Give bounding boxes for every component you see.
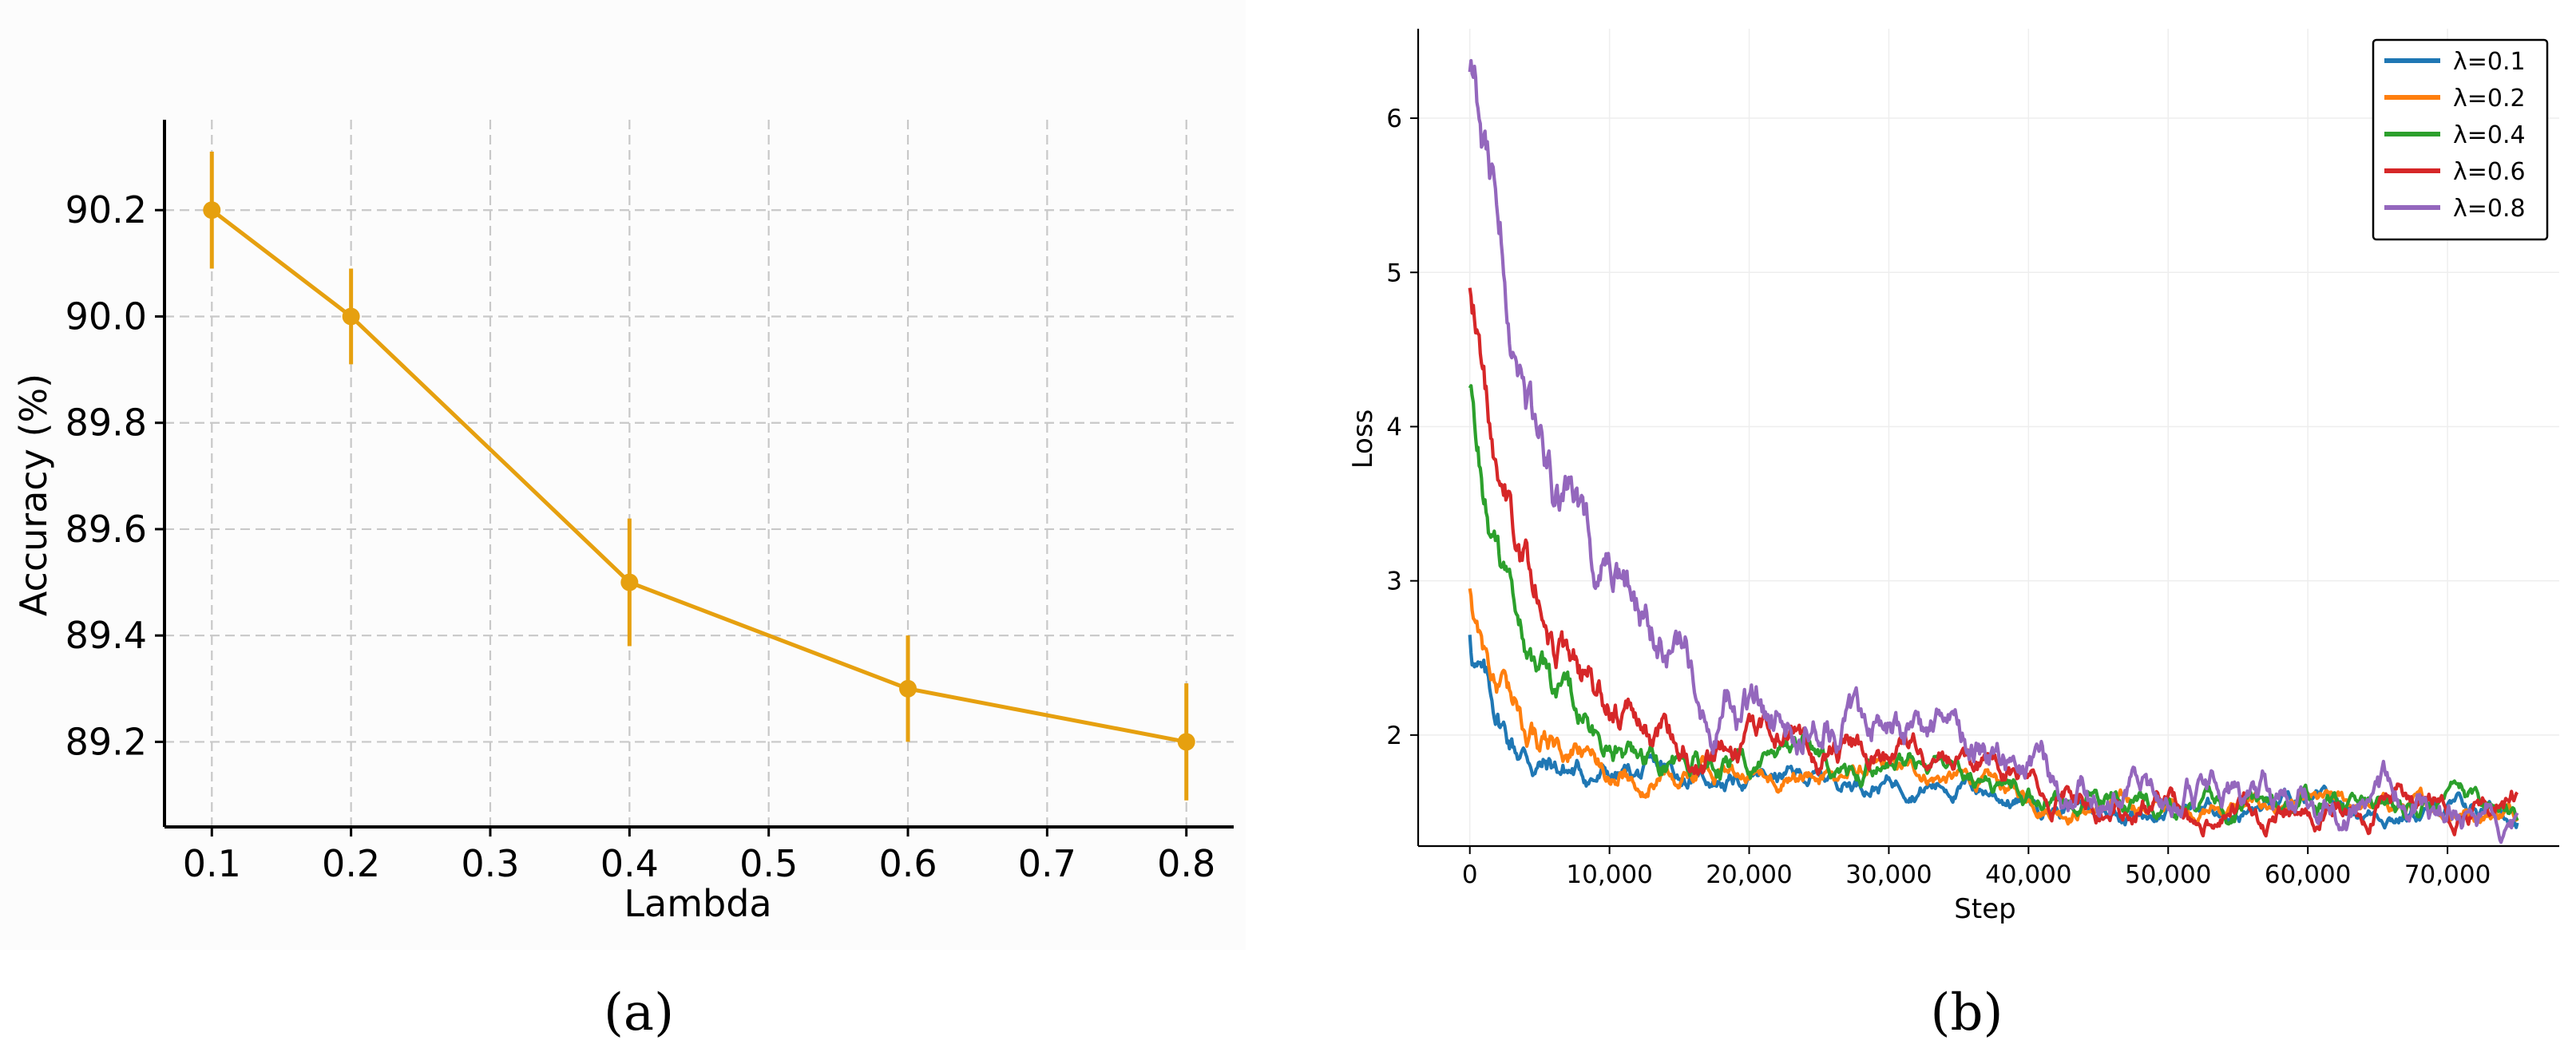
chart-a-x-tick-label: 0.7 xyxy=(1018,842,1076,885)
chart-b-x-tick-label: 40,000 xyxy=(1985,860,2071,889)
chart-b-axes xyxy=(1417,29,2559,848)
chart-a-data-point xyxy=(1177,733,1195,751)
chart-b-y-ticks: 2 3 4 5 6 xyxy=(1386,105,1418,750)
chart-b-y-tick-label: 3 xyxy=(1386,568,1402,596)
chart-a-x-ticks: 0.1 0.2 0.3 0.4 0.5 0.6 0.7 0.8 xyxy=(183,827,1215,885)
caption-b: (b) xyxy=(1931,983,2003,1042)
chart-b-series-line xyxy=(1468,384,2519,826)
loss-vs-step-chart: 0 10,000 20,000 30,000 40,000 50,000 60,000 70,… xyxy=(1347,29,2559,925)
chart-a-y-ticks: 89.2 89.4 89.6 89.8 90.0 90.2 xyxy=(65,188,164,763)
chart-a-gridlines xyxy=(164,120,1234,827)
chart-a-series xyxy=(203,151,1195,801)
chart-a-y-tick-label: 89.2 xyxy=(65,720,147,763)
chart-b-x-tick-label: 70,000 xyxy=(2404,860,2491,889)
chart-a-y-tick-label: 89.6 xyxy=(65,508,147,551)
chart-b-legend-label: λ=0.4 xyxy=(2453,121,2526,149)
chart-a-x-tick-label: 0.6 xyxy=(878,842,937,885)
chart-b-legend: λ=0.1 λ=0.2 λ=0.4 λ=0.6 λ=0.8 xyxy=(2372,38,2549,241)
chart-a-data-point xyxy=(620,573,639,591)
chart-b-legend-label: λ=0.8 xyxy=(2453,195,2526,223)
chart-b-x-tick-label: 20,000 xyxy=(1706,860,1792,889)
chart-b-x-axis-label: Step xyxy=(1954,893,2015,925)
chart-b-x-tick-label: 50,000 xyxy=(2125,860,2211,889)
accuracy-vs-lambda-chart: 0.1 0.2 0.3 0.4 0.5 0.6 0.7 0.8 89.289.489.689.… xyxy=(0,0,1246,950)
chart-a-y-axis-label: Accuracy (%) xyxy=(12,374,55,616)
chart-a-y-tick-label: 90.0 xyxy=(65,295,147,338)
chart-b-y-tick-label: 2 xyxy=(1386,722,1402,750)
chart-a-x-tick-label: 0.3 xyxy=(461,842,519,885)
chart-b-x-tick-label: 60,000 xyxy=(2265,860,2351,889)
chart-b-x-tick-label: 10,000 xyxy=(1566,860,1652,889)
chart-b-legend-label: λ=0.1 xyxy=(2453,48,2526,76)
chart-a-x-axis-label: Lambda xyxy=(624,882,771,925)
chart-b-y-tick-label: 4 xyxy=(1386,413,1402,441)
chart-b-series-line xyxy=(1468,58,2519,844)
chart-b-legend-label: λ=0.2 xyxy=(2453,85,2526,113)
chart-a-y-tick-label: 89.4 xyxy=(65,614,147,657)
chart-b-x-tick-label: 0 xyxy=(1462,860,1478,889)
chart-a-y-tick-label: 90.2 xyxy=(65,188,147,231)
chart-b-legend-label: λ=0.6 xyxy=(2453,158,2526,186)
chart-a-data-point xyxy=(342,307,360,326)
chart-b-y-tick-label: 6 xyxy=(1386,105,1402,133)
chart-b-y-tick-label: 5 xyxy=(1386,259,1402,287)
caption-a: (a) xyxy=(604,983,674,1042)
chart-b-series xyxy=(1468,58,2519,844)
chart-b-x-tick-label: 30,000 xyxy=(1845,860,1932,889)
chart-a-x-tick-label: 0.1 xyxy=(183,842,241,885)
chart-a-x-tick-label: 0.2 xyxy=(322,842,380,885)
chart-a-axes xyxy=(163,120,1234,829)
chart-a-y-tick-label: 89.8 xyxy=(65,401,147,445)
chart-a-data-point xyxy=(899,679,917,698)
chart-b-x-ticks: 0 10,000 20,000 30,000 40,000 50,000 60,000 70,… xyxy=(1462,846,2491,889)
chart-a-x-tick-label: 0.5 xyxy=(739,842,798,885)
chart-a-x-tick-label: 0.8 xyxy=(1157,842,1215,885)
chart-a-x-tick-label: 0.4 xyxy=(600,842,659,885)
chart-b-series-line xyxy=(1468,587,2519,827)
chart-b-legend-box xyxy=(2372,38,2549,241)
chart-a-data-point xyxy=(203,201,221,220)
chart-b-y-axis-label: Loss xyxy=(1347,409,1379,469)
